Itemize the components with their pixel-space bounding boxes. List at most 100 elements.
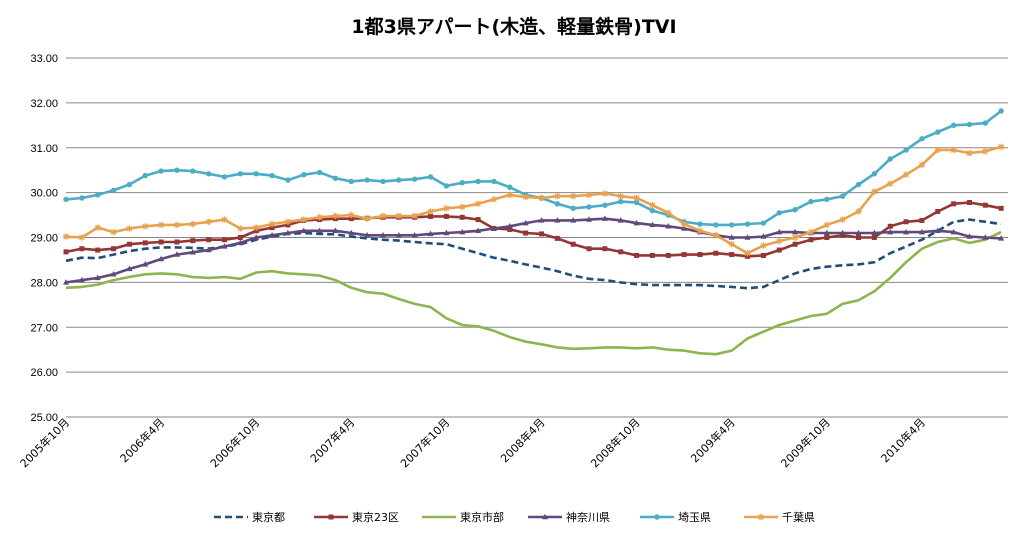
data-point <box>126 241 132 247</box>
data-point <box>427 208 434 215</box>
data-point <box>285 177 291 183</box>
data-point <box>284 218 292 225</box>
data-point <box>142 261 149 267</box>
data-point <box>807 228 815 236</box>
data-point <box>443 213 449 219</box>
data-point <box>395 212 403 220</box>
data-point <box>649 201 656 209</box>
legend: 東京都 東京23区 東京市部 神奈川県 埼玉県 千葉県 <box>214 510 815 524</box>
data-point <box>617 193 624 200</box>
data-point <box>190 168 196 174</box>
data-point <box>79 195 85 201</box>
data-point <box>903 147 909 153</box>
data-point <box>284 229 291 236</box>
data-point <box>554 201 561 207</box>
data-point <box>697 252 703 258</box>
data-point <box>998 108 1004 114</box>
data-point <box>78 234 86 241</box>
data-point <box>237 239 244 246</box>
data-point <box>443 205 450 212</box>
data-point <box>665 252 671 258</box>
data-point <box>554 193 561 200</box>
data-point <box>649 207 656 214</box>
data-point <box>808 237 814 243</box>
data-point <box>903 228 910 235</box>
legend-item: 東京都 <box>214 510 285 524</box>
data-point <box>997 143 1005 151</box>
data-point <box>301 171 307 178</box>
data-point <box>887 156 893 162</box>
data-point <box>459 214 465 220</box>
data-point <box>268 220 276 228</box>
data-point <box>618 198 624 205</box>
data-point <box>490 196 498 203</box>
data-point <box>601 190 609 197</box>
data-point <box>982 202 988 208</box>
data-point <box>79 246 85 252</box>
data-point <box>189 249 196 255</box>
data-point <box>982 148 989 155</box>
data-point <box>158 255 165 262</box>
data-point <box>253 171 259 177</box>
data-point <box>221 216 228 223</box>
data-point <box>633 219 640 226</box>
x-tick-label: 2008年10月 <box>588 415 643 470</box>
data-point <box>871 229 878 236</box>
data-point <box>871 188 878 195</box>
data-point <box>744 250 751 257</box>
data-point <box>110 228 117 236</box>
data-point <box>712 232 720 239</box>
x-tick-label: 2007年10月 <box>397 415 452 470</box>
y-tick-label: 32.00 <box>30 98 58 110</box>
data-point <box>237 235 243 240</box>
data-point <box>237 225 244 232</box>
data-point <box>189 220 196 228</box>
data-point <box>586 204 592 210</box>
data-point <box>570 205 576 212</box>
data-point <box>206 237 212 243</box>
data-point <box>205 171 212 177</box>
data-point <box>142 172 148 179</box>
data-point <box>966 233 973 239</box>
data-point <box>792 241 798 247</box>
legend-item: 千葉県 <box>744 510 815 524</box>
data-point <box>63 279 69 285</box>
data-point <box>316 227 323 233</box>
data-point <box>617 217 624 223</box>
data-point <box>62 233 70 240</box>
data-point <box>776 228 783 235</box>
series-line <box>65 201 1002 258</box>
data-point <box>665 222 672 229</box>
data-point <box>633 199 640 206</box>
data-point <box>475 178 481 185</box>
data-point <box>680 220 688 228</box>
y-axis-ticks: 25.00 26.00 27.00 28.00 29.00 30.00 31.00 32.00… <box>30 53 58 424</box>
data-point <box>776 247 782 253</box>
data-point <box>443 229 450 236</box>
data-point <box>744 234 751 240</box>
x-tick-label: 2006年4月 <box>117 415 167 465</box>
data-point <box>364 177 370 183</box>
data-point <box>332 175 339 181</box>
data-point <box>269 172 275 179</box>
y-tick-label: 26.00 <box>30 367 58 379</box>
data-point <box>459 203 466 211</box>
legend-item: 東京市部 <box>422 510 504 524</box>
data-point <box>380 231 386 238</box>
data-point <box>126 225 133 232</box>
data-point <box>839 229 846 236</box>
data-point <box>634 252 640 258</box>
data-point <box>475 217 481 223</box>
data-point <box>507 184 513 190</box>
series-lines <box>62 108 1005 356</box>
series-line <box>65 217 1002 284</box>
y-tick-label: 25.00 <box>30 412 58 424</box>
series-line <box>65 230 1002 356</box>
data-point <box>78 276 85 283</box>
data-point <box>649 221 656 228</box>
data-point <box>221 243 228 249</box>
x-tick-label: 2009年10月 <box>778 415 833 470</box>
data-point <box>713 250 719 256</box>
data-point <box>506 222 513 229</box>
legend-marker <box>328 514 334 520</box>
